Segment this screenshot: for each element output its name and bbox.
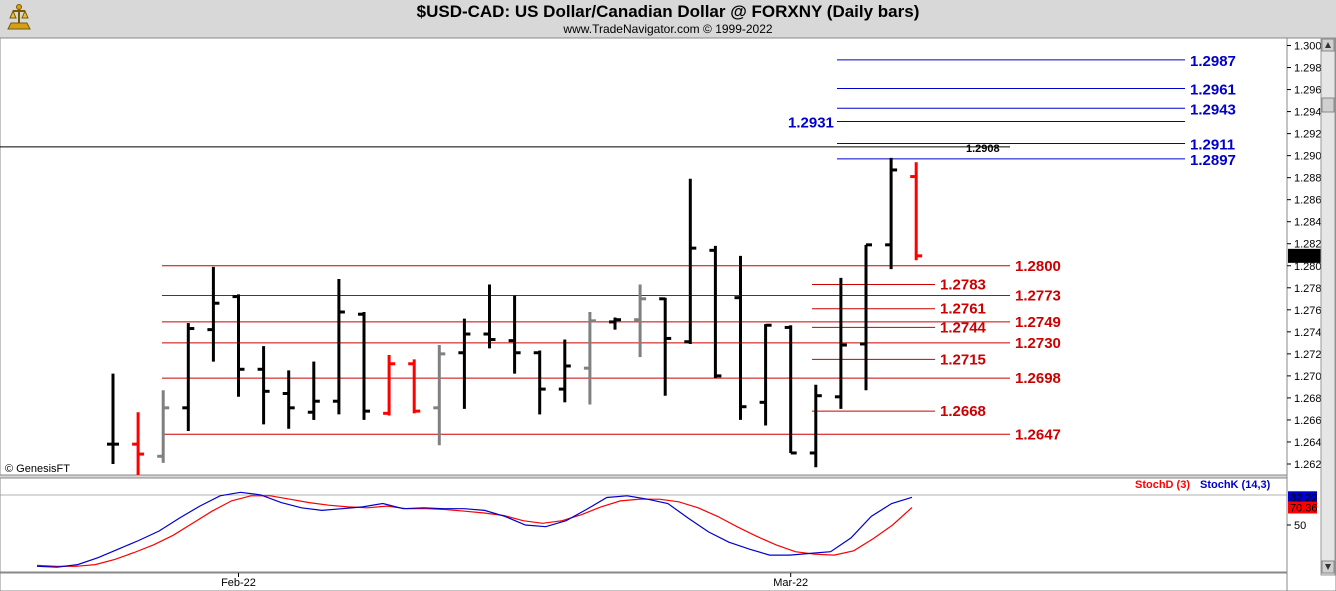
chart-title: $USD-CAD: US Dollar/Canadian Dollar @ FO…	[416, 2, 920, 21]
ohlc-bar	[332, 278, 345, 415]
ohlc-bar	[132, 412, 145, 475]
resistance-label: 1.2943	[1190, 101, 1236, 118]
horizontal-price-label: 1.2908	[966, 143, 1000, 155]
ohlc-bar	[558, 339, 571, 403]
support-label-short: 1.2668	[940, 403, 986, 420]
ohlc-bar	[684, 178, 697, 344]
y-tick-label: 1.2620	[1294, 459, 1328, 471]
ohlc-bar	[634, 284, 647, 358]
ohlc-bar	[583, 312, 596, 405]
ohlc-bar	[609, 317, 621, 330]
arrow-up-icon	[1325, 42, 1331, 48]
stochd-label: StochD (3)	[1135, 479, 1190, 491]
y-tick-label: 1.2700	[1294, 371, 1328, 383]
ohlc-bar	[157, 390, 170, 463]
support-label-short: 1.2761	[940, 301, 986, 318]
y-tick-label: 1.2720	[1294, 349, 1328, 361]
resistance-label: 1.2931	[788, 114, 834, 131]
ohlc-bar	[860, 243, 872, 391]
ohlc-bar	[383, 354, 396, 416]
y-tick-label: 1.2920	[1294, 129, 1328, 141]
stochk-line	[36, 491, 913, 568]
y-tick-label: 1.2640	[1294, 437, 1328, 449]
arrow-down-icon	[1325, 564, 1331, 570]
x-axis-area	[0, 572, 1288, 591]
chart-subtitle: www.TradeNavigator.com © 1999-2022	[563, 22, 773, 36]
y-tick-label: 1.3000	[1294, 41, 1328, 53]
ohlc-bar	[207, 266, 220, 362]
ohlc-bar	[458, 318, 471, 409]
support-label: 1.2773	[1015, 287, 1061, 304]
ohlc-bar	[282, 370, 295, 429]
ohlc-bar	[709, 245, 722, 379]
stochd-line	[36, 495, 913, 567]
ohlc-bar	[257, 346, 270, 425]
y-tick-label: 1.2940	[1294, 107, 1328, 119]
ohlc-bar	[307, 361, 320, 420]
ohlc-bar	[483, 284, 496, 349]
y-tick-label: 1.2960	[1294, 85, 1328, 97]
y-tick-label: 1.2780	[1294, 283, 1328, 295]
ohlc-bar	[759, 323, 772, 426]
stoch-y-tick-label: 50	[1294, 520, 1306, 532]
resistance-label: 1.2897	[1190, 152, 1236, 169]
resistance-label: 1.2911	[1190, 137, 1235, 154]
ohlc-bar	[533, 350, 546, 415]
stochd-value: 70.36	[1290, 502, 1318, 514]
ohlc-bar	[784, 325, 797, 455]
ohlc-bar	[433, 345, 446, 446]
stochk-label: StochK (14,3)	[1200, 479, 1271, 491]
support-label-short: 1.2715	[940, 351, 986, 368]
y-tick-label: 1.2740	[1294, 327, 1328, 339]
stochk-value-box	[1288, 491, 1317, 504]
y-tick-label: 1.2880	[1294, 173, 1328, 185]
last-price-box	[1288, 248, 1321, 263]
resistance-label: 1.2961	[1190, 81, 1236, 98]
y-tick-label: 1.2760	[1294, 305, 1328, 317]
support-label: 1.2730	[1015, 335, 1061, 352]
ohlc-bar	[182, 323, 195, 431]
y-tick-label: 1.2660	[1294, 415, 1328, 427]
vertical-scrollbar[interactable]	[1320, 37, 1336, 576]
support-label-short: 1.2783	[940, 276, 986, 293]
y-tick-label: 1.2840	[1294, 217, 1328, 229]
stochd-value-box	[1288, 501, 1317, 514]
ohlc-bar	[910, 162, 923, 261]
chart-header: $USD-CAD: US Dollar/Canadian Dollar @ FO…	[0, 0, 1336, 38]
ohlc-bar	[232, 294, 245, 397]
tradenavigator-logo-icon	[4, 3, 34, 33]
ohlc-bar	[809, 384, 822, 468]
genesis-watermark: © GenesisFT	[5, 463, 70, 475]
main-plot-area	[0, 37, 1288, 476]
y-tick-label: 1.2680	[1294, 393, 1328, 405]
ohlc-bar	[659, 297, 672, 396]
ohlc-bar	[107, 373, 119, 464]
ohlc-bar	[885, 157, 898, 270]
y-tick-label: 1.2860	[1294, 195, 1328, 207]
ohlc-bar	[734, 255, 747, 420]
stochastic-plot-area	[0, 477, 1288, 573]
support-label: 1.2647	[1015, 426, 1061, 443]
ohlc-bar	[508, 295, 521, 374]
y-tick-label: 1.2980	[1294, 63, 1328, 75]
y-tick-label: 1.2820	[1294, 239, 1328, 251]
scroll-thumb[interactable]	[1321, 97, 1335, 113]
y-tick-label: 1.2800	[1294, 261, 1328, 273]
support-label: 1.2698	[1015, 370, 1061, 387]
last-price-label: 1.2809	[1290, 251, 1324, 263]
resistance-label: 1.2987	[1190, 53, 1236, 70]
support-label-short: 1.2744	[940, 319, 987, 336]
y-tick-label: 1.2900	[1294, 151, 1328, 163]
x-tick-label: Mar-22	[773, 577, 808, 589]
support-label: 1.2749	[1015, 314, 1061, 331]
ohlc-bar	[408, 359, 421, 414]
ohlc-bar	[834, 277, 847, 409]
stochk-value: 82.22	[1290, 492, 1318, 504]
x-tick-label: Feb-22	[221, 577, 256, 589]
ohlc-bar	[358, 312, 370, 420]
support-label: 1.2800	[1015, 258, 1061, 275]
